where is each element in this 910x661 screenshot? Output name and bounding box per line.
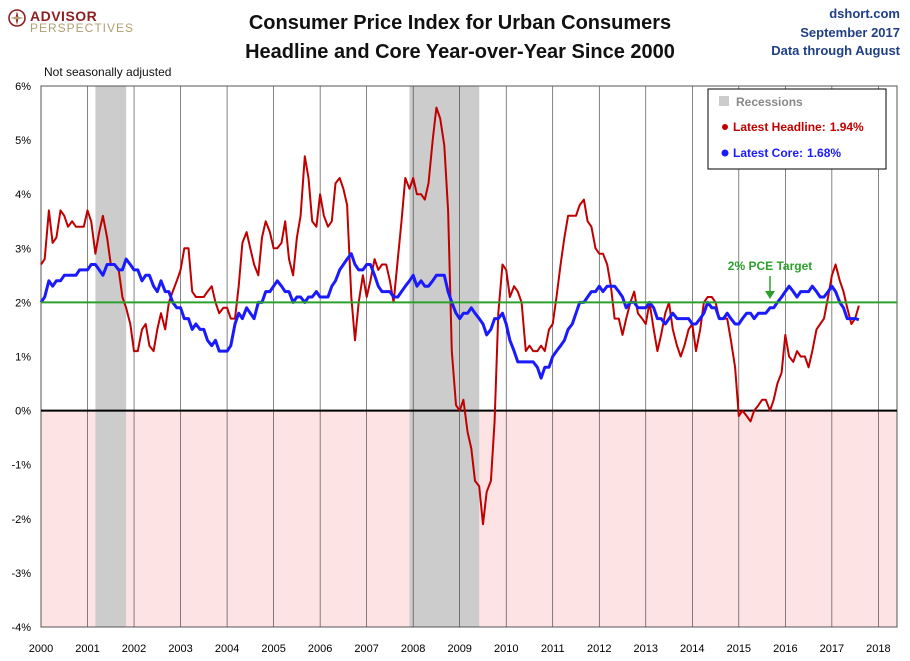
legend-core-value: 1.68%: [807, 146, 841, 160]
data-through: Data through August: [771, 43, 900, 58]
x-tick-label: 2014: [680, 643, 704, 655]
legend-headline-label: Latest Headline:: [733, 120, 826, 134]
x-tick-label: 2010: [494, 643, 518, 655]
site-name: dshort.com: [829, 6, 900, 21]
logo-text-perspectives: PERSPECTIVES: [30, 21, 135, 35]
y-tick-label: -2%: [11, 514, 31, 526]
chart-title-line1: Consumer Price Index for Urban Consumers: [248, 12, 672, 34]
advisor-perspectives-logo-icon: [8, 9, 26, 27]
y-tick-label: -4%: [11, 622, 31, 634]
legend-headline-value: 1.94%: [830, 120, 864, 134]
x-tick-label: 2002: [122, 643, 146, 655]
x-tick-label: 2003: [168, 643, 192, 655]
legend-box: [707, 88, 887, 170]
plot-frame: [40, 85, 898, 628]
x-tick-label: 2016: [773, 643, 797, 655]
legend-headline-text: Latest Headline: 1.94%: [733, 120, 864, 134]
x-tick-label: 2018: [866, 643, 890, 655]
core-series-line: [39, 252, 860, 380]
legend-recession-swatch: [719, 96, 729, 106]
recession-band-2: [409, 86, 480, 627]
x-tick-label: 2013: [634, 643, 658, 655]
x-tick-label: 2001: [75, 643, 99, 655]
legend-headline-marker: [722, 124, 728, 130]
x-tick-label: 2009: [447, 643, 471, 655]
y-tick-label: 2%: [15, 297, 31, 309]
y-tick-label: 4%: [15, 189, 31, 201]
x-tick-label: 2017: [820, 643, 844, 655]
x-tick-label: 2015: [727, 643, 751, 655]
y-tick-label: 1%: [15, 352, 31, 364]
chart-title-line2: Headline and Core Year-over-Year Since 2…: [245, 41, 675, 63]
y-tick-label: 3%: [15, 243, 31, 255]
legend-core-marker: [721, 149, 729, 157]
legend-recessions-label: Recessions: [736, 95, 803, 109]
seasonal-note: Not seasonally adjusted: [44, 65, 172, 79]
pce-target-label: 2% PCE Target: [728, 259, 812, 273]
x-tick-label: 2012: [587, 643, 611, 655]
y-tick-label: 0%: [15, 406, 31, 418]
x-tick-label: 2007: [354, 643, 378, 655]
publish-date: September 2017: [800, 25, 900, 40]
legend-core-label: Latest Core:: [733, 146, 803, 160]
y-tick-label: 6%: [15, 81, 31, 93]
recession-band-1: [95, 86, 127, 627]
x-tick-label: 2006: [308, 643, 332, 655]
x-tick-label: 2000: [29, 643, 53, 655]
y-tick-label: 5%: [15, 135, 31, 147]
y-tick-label: -1%: [11, 460, 31, 472]
logo-text-advisor: ADVISOR: [30, 8, 98, 24]
y-tick-label: -3%: [11, 568, 31, 580]
legend-core-text: Latest Core: 1.68%: [733, 146, 841, 160]
x-tick-label: 2005: [261, 643, 285, 655]
x-tick-label: 2004: [215, 643, 239, 655]
x-tick-label: 2011: [541, 643, 565, 655]
x-tick-label: 2008: [401, 643, 425, 655]
pce-target-arrow-icon: [765, 291, 775, 299]
